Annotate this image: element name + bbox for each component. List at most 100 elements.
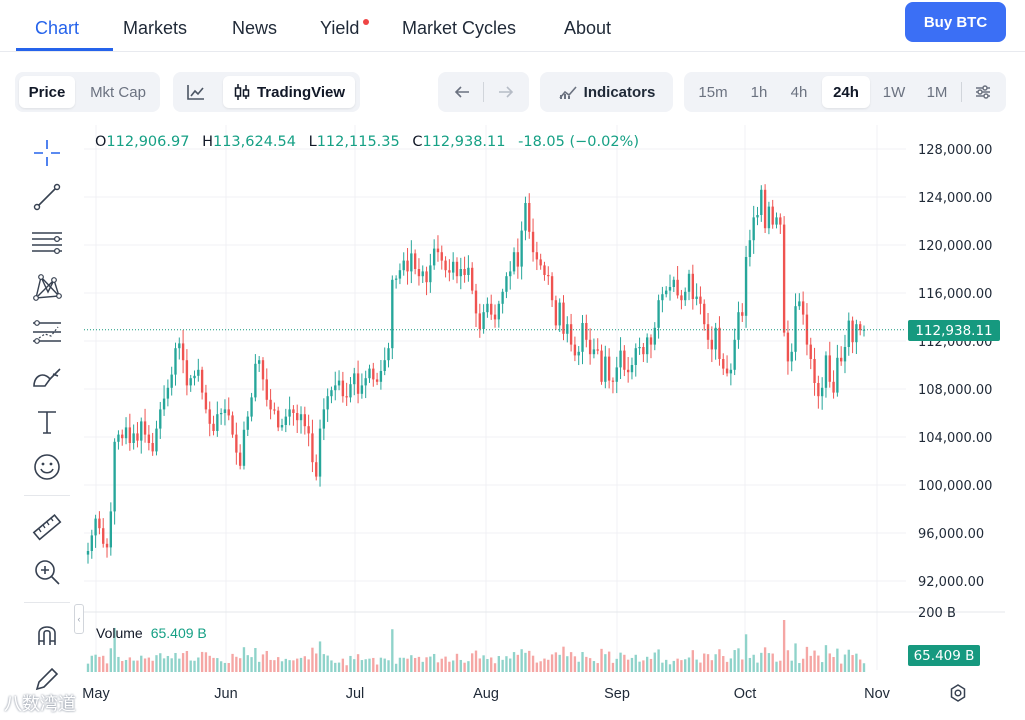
ruler-tool[interactable]	[28, 509, 66, 547]
volume-bar	[334, 662, 337, 672]
candle-body	[413, 253, 417, 269]
pattern-tool[interactable]	[28, 268, 66, 306]
interval-1m[interactable]: 1M	[926, 83, 948, 101]
volume-bar	[280, 661, 284, 672]
candle-body	[132, 433, 135, 443]
line-chart-button[interactable]	[177, 76, 215, 108]
candle-body	[467, 267, 470, 275]
candle-body	[577, 351, 580, 356]
chart-settings-button[interactable]	[966, 76, 1000, 108]
volume-bar	[421, 661, 424, 672]
volume-bar	[223, 662, 227, 672]
volume-bar	[394, 663, 398, 672]
volume-bar	[535, 662, 539, 672]
candle-body	[189, 378, 192, 386]
candle-body	[611, 380, 615, 382]
price-tab[interactable]: Price	[19, 76, 75, 108]
collapse-tools-button[interactable]: ‹	[74, 604, 84, 634]
redo-button[interactable]	[488, 76, 524, 108]
candle-body	[779, 217, 782, 225]
volume-label: Volume	[96, 625, 143, 641]
volume-bar	[539, 661, 542, 672]
candle-body	[744, 257, 748, 316]
indicators-label: Indicators	[583, 83, 656, 101]
price-axis[interactable]: 128,000.00 124,000.00 120,000.00 116,000.00…	[918, 143, 992, 590]
volume-bar	[170, 658, 173, 672]
undo-redo-divider	[483, 82, 484, 102]
trend-line-tool[interactable]	[28, 178, 66, 216]
volume-bar	[254, 648, 257, 672]
candle-body	[645, 337, 649, 355]
indicators-button[interactable]: Indicators	[540, 72, 673, 112]
candle-body	[482, 312, 485, 329]
tradingview-button[interactable]: TradingView	[223, 76, 355, 108]
volume-bar	[322, 654, 326, 672]
candle-body	[630, 365, 634, 373]
candle-body	[265, 379, 268, 400]
volume-bar	[737, 648, 740, 672]
tab-yield[interactable]: Yield	[320, 18, 360, 38]
volume-bar	[261, 654, 265, 672]
volume-bar	[604, 654, 607, 672]
candle-body	[147, 434, 151, 443]
interval-15m[interactable]: 15m	[698, 83, 728, 101]
volume-bar	[691, 650, 695, 672]
axis-settings-button[interactable]	[948, 683, 968, 703]
candle-body	[790, 351, 793, 362]
candle-body	[417, 269, 421, 277]
tab-markets[interactable]: Markets	[123, 18, 188, 38]
candle-body	[516, 252, 520, 267]
candle-body	[775, 217, 778, 225]
top-nav: Chart Markets News Yield Market Cycles A…	[0, 0, 1025, 52]
forecast-tool[interactable]	[28, 313, 66, 351]
emoji-tool[interactable]	[28, 448, 66, 486]
brush-tool[interactable]	[28, 358, 66, 396]
time-axis[interactable]: May Jun Jul Aug Sep Oct Nov	[82, 686, 890, 702]
candle-body	[672, 279, 675, 287]
candle-body	[695, 296, 698, 299]
candle-body	[216, 414, 219, 431]
candle-body	[691, 273, 695, 299]
undo-button[interactable]	[444, 76, 480, 108]
crosshair-tool[interactable]	[28, 134, 66, 172]
volume-bar	[425, 657, 428, 672]
tab-market-cycles[interactable]: Market Cycles	[402, 18, 517, 38]
volume-bar	[269, 659, 272, 672]
mktcap-tab[interactable]: Mkt Cap	[90, 83, 146, 101]
interval-1w[interactable]: 1W	[882, 83, 906, 101]
candle-body	[113, 441, 116, 512]
magnet-tool[interactable]	[28, 615, 66, 653]
volume-bar	[440, 658, 443, 672]
volume-bar	[478, 658, 481, 672]
interval-1h[interactable]: 1h	[750, 83, 768, 101]
interval-4h[interactable]: 4h	[790, 83, 808, 101]
pencil-lock-tool[interactable]	[28, 660, 66, 698]
text-tool[interactable]	[28, 403, 66, 441]
volume-bar	[786, 650, 790, 672]
volume-bar	[132, 660, 135, 672]
candle-body	[569, 324, 573, 345]
volume-bar	[756, 662, 759, 672]
candle-body	[520, 230, 523, 267]
tab-chart[interactable]: Chart	[35, 18, 80, 38]
candle-body	[619, 350, 622, 368]
candle-body	[98, 518, 101, 529]
zoom-in-tool[interactable]	[28, 553, 66, 591]
candle-body	[801, 301, 805, 315]
volume-bar	[550, 654, 554, 672]
interval-24h[interactable]: 24h	[822, 76, 870, 108]
buy-btc-button[interactable]: Buy BTC	[905, 2, 1006, 42]
tab-news[interactable]: News	[232, 18, 278, 38]
tab-about[interactable]: About	[564, 18, 612, 38]
volume-bar	[744, 634, 748, 672]
volume-bar	[581, 652, 584, 672]
candle-body	[592, 349, 596, 355]
candle-body	[345, 396, 348, 398]
fib-lines-tool[interactable]	[28, 223, 66, 261]
chart-grid	[84, 125, 906, 670]
candle-body	[326, 396, 329, 410]
candle-body	[197, 369, 200, 376]
candle-body	[204, 392, 208, 410]
candle-body	[786, 332, 790, 362]
